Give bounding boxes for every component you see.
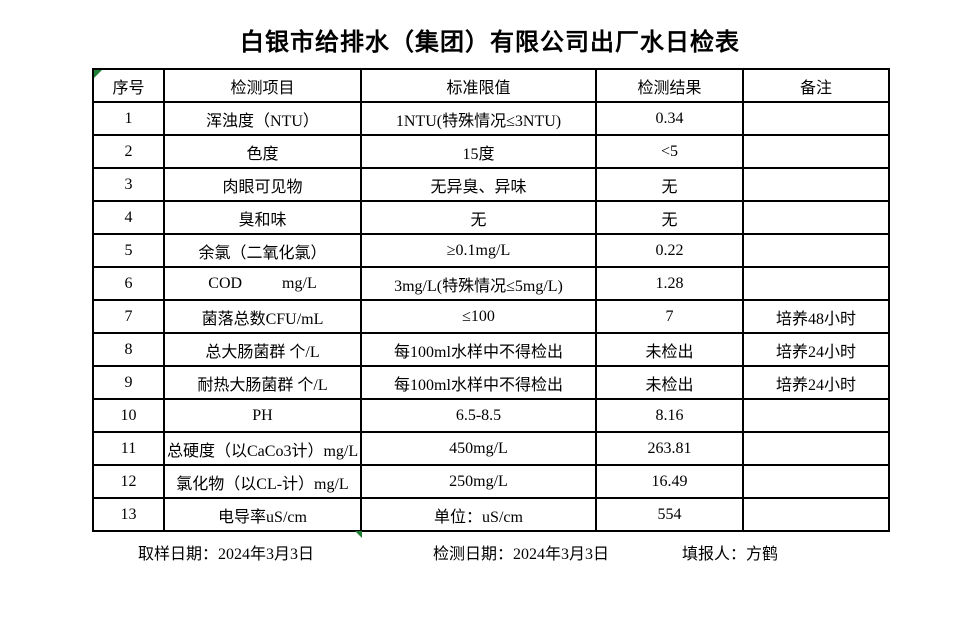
cell-item: 总硬度（以CaCo3计）mg/L xyxy=(163,431,362,466)
cell-limit: 无 xyxy=(360,200,597,235)
cell-item: 总大肠菌群 个/L xyxy=(163,332,362,367)
cell-limit: 1NTU(特殊情况≤3NTU) xyxy=(360,101,597,136)
cell-item: 色度 xyxy=(163,134,362,169)
cell-limit: 每100ml水样中不得检出 xyxy=(360,365,597,400)
cell-limit: 单位：uS/cm xyxy=(360,497,597,532)
cell-result: 1.28 xyxy=(595,266,744,301)
cell-seq: 7 xyxy=(92,299,165,334)
cell-limit: 450mg/L xyxy=(360,431,597,466)
reporter-label: 填报人：方鹤 xyxy=(682,546,779,563)
inspection-table: 序号 检测项目 标准限值 检测结果 备注 1 浑浊度（NTU） 1NTU(特殊情… xyxy=(92,68,890,532)
cell-seq: 2 xyxy=(92,134,165,169)
page-title: 白银市给排水（集团）有限公司出厂水日检表 xyxy=(240,30,740,56)
cell-remark: 培养48小时 xyxy=(742,299,890,334)
table-row: 1 浑浊度（NTU） 1NTU(特殊情况≤3NTU) 0.34 xyxy=(92,101,890,136)
cell-remark xyxy=(742,398,890,433)
table-body: 1 浑浊度（NTU） 1NTU(特殊情况≤3NTU) 0.34 2 色度 15度… xyxy=(92,101,890,532)
cell-limit: 3mg/L(特殊情况≤5mg/L) xyxy=(360,266,597,301)
cell-remark xyxy=(742,497,890,532)
cell-remark xyxy=(742,134,890,169)
cell-result: 0.34 xyxy=(595,101,744,136)
table-row: 7 菌落总数CFU/mL ≤100 7 培养48小时 xyxy=(92,299,890,334)
header-result: 检测结果 xyxy=(595,68,744,103)
excel-cell-flag-icon xyxy=(94,70,102,78)
cell-seq: 11 xyxy=(92,431,165,466)
cell-item: 余氯（二氧化氯） xyxy=(163,233,362,268)
cell-item: 臭和味 xyxy=(163,200,362,235)
cell-limit: 无异臭、异味 xyxy=(360,167,597,202)
table-header-row: 序号 检测项目 标准限值 检测结果 备注 xyxy=(92,68,890,103)
cell-item: 氯化物（以CL-计）mg/L xyxy=(163,464,362,499)
cell-limit: 250mg/L xyxy=(360,464,597,499)
cell-item: COD mg/L xyxy=(163,266,362,301)
cell-remark: 培养24小时 xyxy=(742,365,890,400)
testing-date-label: 检测日期：2024年3月3日 xyxy=(433,546,610,563)
cell-seq: 10 xyxy=(92,398,165,433)
cell-remark xyxy=(742,200,890,235)
cell-seq: 4 xyxy=(92,200,165,235)
cell-item: 浑浊度（NTU） xyxy=(163,101,362,136)
cell-result: 0.22 xyxy=(595,233,744,268)
cell-result: 7 xyxy=(595,299,744,334)
table-row: 2 色度 15度 <5 xyxy=(92,134,890,169)
cell-result: 8.16 xyxy=(595,398,744,433)
header-limit: 标准限值 xyxy=(360,68,597,103)
cell-item: 耐热大肠菌群 个/L xyxy=(163,365,362,400)
cell-limit: 6.5-8.5 xyxy=(360,398,597,433)
table-row: 5 余氯（二氧化氯） ≥0.1mg/L 0.22 xyxy=(92,233,890,268)
cell-seq: 1 xyxy=(92,101,165,136)
cell-remark xyxy=(742,233,890,268)
excel-cell-flag-icon xyxy=(355,531,362,538)
table-row: 11 总硬度（以CaCo3计）mg/L 450mg/L 263.81 xyxy=(92,431,890,466)
cell-item: PH xyxy=(163,398,362,433)
cell-seq: 12 xyxy=(92,464,165,499)
cell-remark xyxy=(742,167,890,202)
table-row: 9 耐热大肠菌群 个/L 每100ml水样中不得检出 未检出 培养24小时 xyxy=(92,365,890,400)
header-item: 检测项目 xyxy=(163,68,362,103)
cell-seq: 9 xyxy=(92,365,165,400)
cell-remark xyxy=(742,464,890,499)
cell-seq: 8 xyxy=(92,332,165,367)
cell-limit: 每100ml水样中不得检出 xyxy=(360,332,597,367)
cell-seq: 3 xyxy=(92,167,165,202)
cell-remark: 培养24小时 xyxy=(742,332,890,367)
header-remark: 备注 xyxy=(742,68,890,103)
cell-item: 肉眼可见物 xyxy=(163,167,362,202)
cell-limit: ≤100 xyxy=(360,299,597,334)
table-row: 6 COD mg/L 3mg/L(特殊情况≤5mg/L) 1.28 xyxy=(92,266,890,301)
cell-limit: 15度 xyxy=(360,134,597,169)
cell-result: 554 xyxy=(595,497,744,532)
cell-item: 电导率uS/cm xyxy=(163,497,362,532)
cell-result: 无 xyxy=(595,167,744,202)
header-seq: 序号 xyxy=(92,68,165,103)
table-row: 13 电导率uS/cm 单位：uS/cm 554 xyxy=(92,497,890,532)
cell-remark xyxy=(742,431,890,466)
table-row: 4 臭和味 无 无 xyxy=(92,200,890,235)
cell-result: 未检出 xyxy=(595,365,744,400)
table-row: 12 氯化物（以CL-计）mg/L 250mg/L 16.49 xyxy=(92,464,890,499)
footer: 取样日期：2024年3月3日 检测日期：2024年3月3日 填报人：方鹤 xyxy=(0,540,966,563)
table-row: 10 PH 6.5-8.5 8.16 xyxy=(92,398,890,433)
cell-result: 16.49 xyxy=(595,464,744,499)
cell-seq: 13 xyxy=(92,497,165,532)
cell-result: <5 xyxy=(595,134,744,169)
cell-seq: 6 xyxy=(92,266,165,301)
cell-result: 263.81 xyxy=(595,431,744,466)
cell-seq: 5 xyxy=(92,233,165,268)
sampling-date-label: 取样日期：2024年3月3日 xyxy=(138,546,315,563)
cell-remark xyxy=(742,101,890,136)
table-row: 8 总大肠菌群 个/L 每100ml水样中不得检出 未检出 培养24小时 xyxy=(92,332,890,367)
cell-limit: ≥0.1mg/L xyxy=(360,233,597,268)
cell-result: 无 xyxy=(595,200,744,235)
cell-remark xyxy=(742,266,890,301)
cell-result: 未检出 xyxy=(595,332,744,367)
table-row: 3 肉眼可见物 无异臭、异味 无 xyxy=(92,167,890,202)
cell-item: 菌落总数CFU/mL xyxy=(163,299,362,334)
